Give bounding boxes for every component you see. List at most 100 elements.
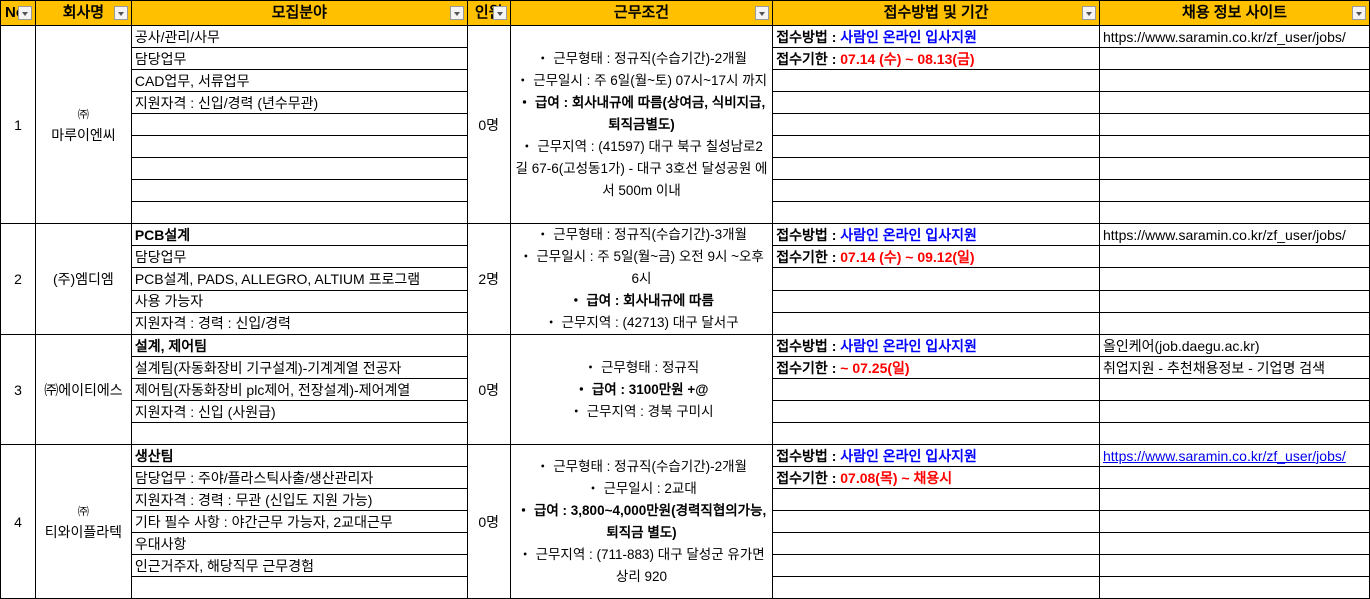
recruit-field-cell[interactable]: [130, 576, 468, 599]
recruit-field-cell[interactable]: [130, 179, 468, 202]
site-cell[interactable]: [1099, 267, 1370, 291]
recruit-field-cell[interactable]: 설계팀(자동화장비 기구설계)-기계계열 전공자: [130, 356, 468, 379]
apply-cell[interactable]: 접수기한 : 07.08(목) ~ 채용시: [772, 466, 1100, 489]
filter-dropdown-icon[interactable]: [449, 6, 464, 20]
row-number[interactable]: 2: [0, 223, 36, 335]
work-conditions[interactable]: ・ 근무형태 : 정규직(수습기간)-2개월 ・ 근무일시 : 주 6일(월~토)…: [509, 25, 774, 224]
site-cell[interactable]: [1099, 201, 1370, 224]
site-cell[interactable]: [1099, 47, 1370, 70]
apply-cell[interactable]: [772, 267, 1100, 291]
site-cell[interactable]: [1099, 488, 1370, 511]
site-cell[interactable]: https://www.saramin.co.kr/zf_user/jobs/: [1099, 25, 1370, 48]
apply-cell[interactable]: [772, 532, 1100, 555]
recruit-field-cell[interactable]: 사용 가능자: [130, 289, 468, 313]
recruit-field-cell[interactable]: 생산팀: [130, 444, 468, 467]
site-cell[interactable]: [1099, 157, 1370, 180]
site-cell[interactable]: 취업지원 - 추천채용정보 - 기업명 검색: [1099, 356, 1370, 379]
recruit-field-cell[interactable]: [130, 113, 468, 136]
apply-cell[interactable]: 접수방법 : 사람인 온라인 입사지원: [772, 334, 1100, 357]
recruit-field-cell[interactable]: [130, 422, 468, 445]
site-cell[interactable]: [1099, 289, 1370, 313]
company-name[interactable]: (주)엠디엠: [34, 223, 132, 335]
recruit-field-cell[interactable]: 지원자격 : 신입 (사원급): [130, 400, 468, 423]
filter-dropdown-icon[interactable]: [113, 6, 128, 20]
recruit-field-cell[interactable]: 지원자격 : 경력 : 무관 (신입도 지원 가능): [130, 488, 468, 511]
site-cell[interactable]: [1099, 378, 1370, 401]
recruit-field-cell[interactable]: [130, 157, 468, 180]
apply-cell[interactable]: 접수방법 : 사람인 온라인 입사지원: [772, 444, 1100, 467]
apply-cell[interactable]: [772, 289, 1100, 313]
site-cell[interactable]: [1099, 554, 1370, 577]
apply-cell[interactable]: [772, 510, 1100, 533]
apply-cell[interactable]: [772, 488, 1100, 511]
recruit-field-cell[interactable]: 지원자격 : 신입/경력 (년수무관): [130, 91, 468, 114]
site-cell[interactable]: [1099, 91, 1370, 114]
apply-cell[interactable]: [772, 400, 1100, 423]
recruit-field-cell[interactable]: 공사/관리/사무: [130, 25, 468, 48]
recruit-field-cell[interactable]: 설계, 제어팀: [130, 334, 468, 357]
site-cell[interactable]: [1099, 113, 1370, 136]
site-cell[interactable]: [1099, 532, 1370, 555]
work-conditions[interactable]: ・ 근무형태 : 정규직 ・ 급여 : 3100만원 +@ ・ 근무지역 : 경북 …: [509, 334, 774, 445]
row-number[interactable]: 4: [0, 444, 36, 599]
recruit-field-cell[interactable]: 우대사항: [130, 532, 468, 555]
site-cell[interactable]: [1099, 422, 1370, 445]
site-cell[interactable]: [1099, 69, 1370, 92]
apply-cell[interactable]: [772, 422, 1100, 445]
recruit-field-cell[interactable]: 기타 필수 사항 : 야간근무 가능자, 2교대근무: [130, 510, 468, 533]
apply-cell[interactable]: 접수기한 : ~ 07.25(일): [772, 356, 1100, 379]
site-cell[interactable]: https://www.saramin.co.kr/zf_user/jobs/: [1099, 444, 1370, 467]
apply-cell[interactable]: [772, 135, 1100, 158]
site-cell[interactable]: 올인케어(job.daegu.ac.kr): [1099, 334, 1370, 357]
apply-cell[interactable]: 접수방법 : 사람인 온라인 입사지원: [772, 25, 1100, 48]
apply-cell[interactable]: 접수기한 : 07.14 (수) ~ 08.13(금): [772, 47, 1100, 70]
apply-cell[interactable]: 접수방법 : 사람인 온라인 입사지원: [772, 222, 1100, 247]
apply-cell[interactable]: [772, 576, 1100, 599]
apply-cell[interactable]: [772, 554, 1100, 577]
work-conditions[interactable]: ・ 근무형태 : 정규직(수습기간)-2개월 ・ 근무일시 : 2교대 ・ 급여 :…: [509, 444, 774, 599]
company-name[interactable]: ㈜에이티에스: [34, 334, 132, 445]
recruit-field-cell[interactable]: 인근거주자, 해당직무 근무경험: [130, 554, 468, 577]
apply-cell[interactable]: [772, 201, 1100, 224]
filter-dropdown-icon[interactable]: [1352, 6, 1366, 20]
apply-cell[interactable]: [772, 157, 1100, 180]
recruit-field-cell[interactable]: CAD업무, 서류업무: [130, 69, 468, 92]
recruit-field-cell[interactable]: 담당업무: [130, 47, 468, 70]
apply-cell[interactable]: [772, 378, 1100, 401]
recruit-field-cell[interactable]: 제어팀(자동화장비 plc제어, 전장설계)-제어계열: [130, 378, 468, 401]
recruit-field-cell[interactable]: 담당업무 : 주야/플라스틱사출/생산관리자: [130, 466, 468, 489]
apply-cell[interactable]: [772, 179, 1100, 202]
site-link[interactable]: https://www.saramin.co.kr/zf_user/jobs/: [1103, 447, 1346, 464]
headcount[interactable]: 0명: [466, 25, 511, 224]
filter-dropdown-icon[interactable]: [492, 6, 507, 20]
row-number[interactable]: 3: [0, 334, 36, 445]
filter-dropdown-icon[interactable]: [755, 6, 770, 20]
apply-cell[interactable]: [772, 311, 1100, 336]
headcount[interactable]: 2명: [466, 223, 511, 335]
recruit-field-cell[interactable]: PCB설계, PADS, ALLEGRO, ALTIUM 프로그램: [130, 267, 468, 291]
site-cell[interactable]: [1099, 466, 1370, 489]
site-cell[interactable]: [1099, 135, 1370, 158]
site-cell[interactable]: [1099, 400, 1370, 423]
filter-dropdown-icon[interactable]: [1082, 6, 1096, 20]
recruit-field-cell[interactable]: 담당업무: [130, 245, 468, 269]
apply-cell[interactable]: 접수기한 : 07.14 (수) ~ 09.12(일): [772, 245, 1100, 269]
site-cell[interactable]: [1099, 311, 1370, 336]
site-cell[interactable]: https://www.saramin.co.kr/zf_user/jobs/: [1099, 222, 1370, 247]
apply-cell[interactable]: [772, 91, 1100, 114]
recruit-field-cell[interactable]: 지원자격 : 경력 : 신입/경력: [130, 311, 468, 336]
recruit-field-cell[interactable]: [130, 201, 468, 224]
site-cell[interactable]: [1099, 245, 1370, 269]
work-conditions[interactable]: ・ 근무형태 : 정규직(수습기간)-3개월 ・ 근무일시 : 주 5일(월~금)…: [509, 223, 774, 335]
row-number[interactable]: 1: [0, 25, 36, 224]
site-cell[interactable]: [1099, 576, 1370, 599]
apply-cell[interactable]: [772, 69, 1100, 92]
site-cell[interactable]: [1099, 510, 1370, 533]
filter-dropdown-icon[interactable]: [17, 6, 32, 20]
apply-cell[interactable]: [772, 113, 1100, 136]
company-name[interactable]: ㈜ 마루이엔씨: [34, 25, 132, 224]
recruit-field-cell[interactable]: [130, 135, 468, 158]
headcount[interactable]: 0명: [466, 444, 511, 599]
recruit-field-cell[interactable]: PCB설계: [130, 222, 468, 247]
company-name[interactable]: ㈜ 티와이플라텍: [34, 444, 132, 599]
